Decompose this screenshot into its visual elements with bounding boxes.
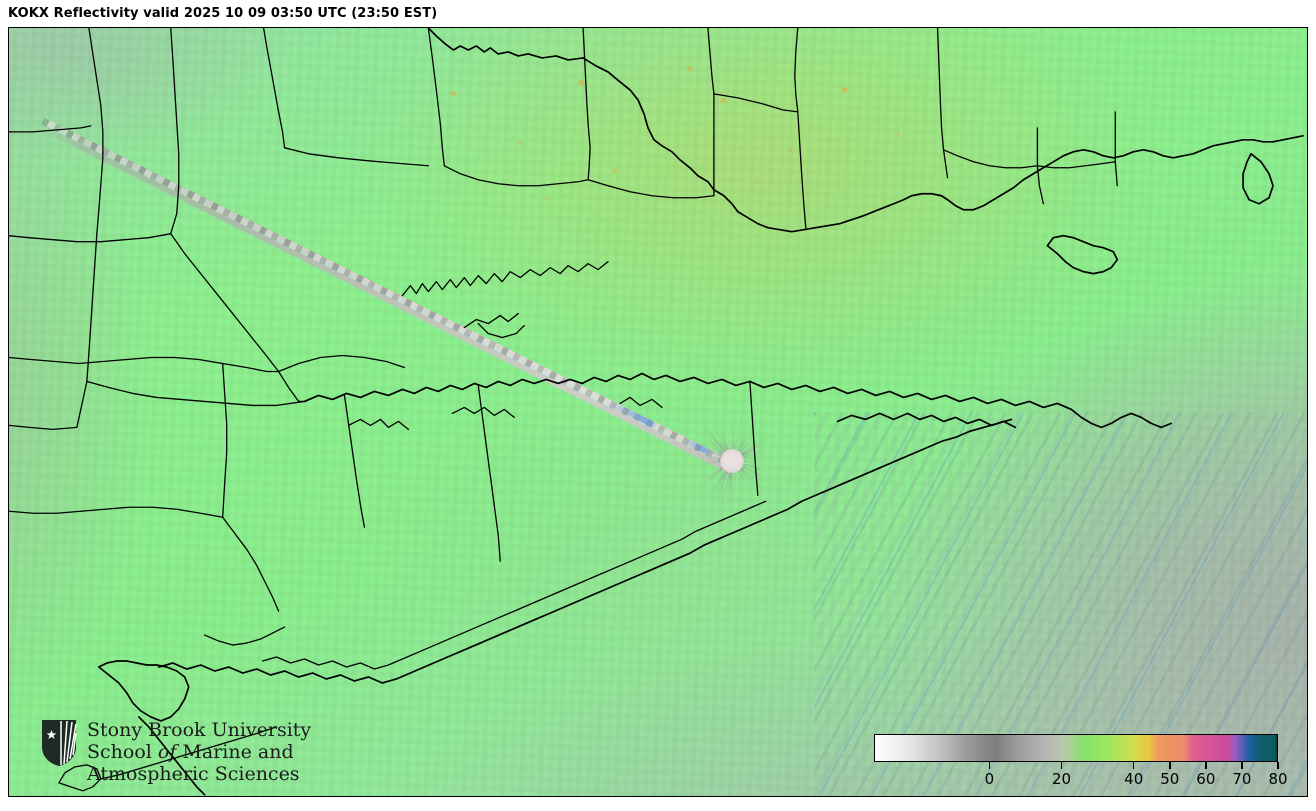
colorbar-swatch <box>874 734 1278 762</box>
radar-map-panel[interactable]: Stony Brook University School of Marine … <box>8 27 1308 797</box>
sbu-logo-text: Stony Brook University School of Marine … <box>87 719 311 785</box>
logo-line-department: Atmospheric Sciences <box>87 763 300 786</box>
colorbar-tick <box>1169 762 1171 769</box>
sbu-logo: Stony Brook University School of Marine … <box>41 719 311 785</box>
colorbar-tick-label: 20 <box>1052 770 1072 788</box>
logo-line-university: Stony Brook University <box>87 719 312 741</box>
radar-site-marker <box>720 449 744 473</box>
reflectivity-colorbar[interactable]: 0 20 40 50 60 70 80 <box>874 734 1288 788</box>
colorbar-tick <box>1277 762 1279 769</box>
sbu-shield-icon <box>42 720 77 766</box>
anomalous-propagation-noise <box>813 412 1307 796</box>
colorbar-tick-label: 80 <box>1268 770 1288 788</box>
colorbar-tick-label: 70 <box>1232 770 1252 788</box>
colorbar-tick-label: 0 <box>984 770 995 788</box>
colorbar-tick-label: 60 <box>1196 770 1216 788</box>
colorbar-tick <box>1060 762 1063 769</box>
radar-map-canvas <box>9 28 1307 796</box>
colorbar-tick <box>1205 762 1207 769</box>
colorbar-tick-label: 50 <box>1160 770 1180 788</box>
colorbar-tick-label: 40 <box>1124 770 1144 788</box>
colorbar-tick <box>988 762 991 769</box>
colorbar-tick <box>1241 762 1243 769</box>
basemap-geography <box>9 28 1304 796</box>
page-title: KOKX Reflectivity valid 2025 10 09 03:50… <box>8 6 438 21</box>
colorbar-gradient <box>875 735 1277 761</box>
logo-line-school: School of Marine and <box>87 741 294 764</box>
colorbar-tick <box>1132 762 1135 769</box>
